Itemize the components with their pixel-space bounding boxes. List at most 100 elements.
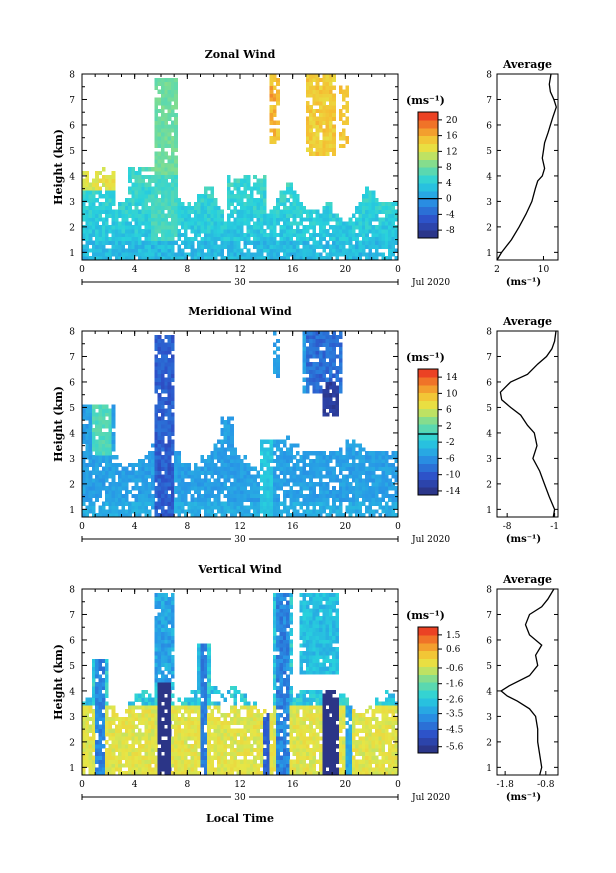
heatmap-cell — [381, 474, 386, 479]
heatmap-cell — [197, 505, 201, 510]
heatmap-cell — [305, 236, 310, 242]
heatmap-cell — [358, 486, 363, 491]
heatmap-cell — [210, 252, 215, 257]
heatmap-cell — [325, 501, 330, 506]
heatmap-cell — [154, 462, 159, 468]
heatmap-cell — [118, 489, 122, 495]
heatmap-cell — [332, 455, 336, 460]
heatmap-cell — [91, 682, 96, 687]
heatmap-cell — [249, 466, 254, 471]
heatmap-cell — [207, 248, 211, 253]
profile-title: Average — [502, 315, 552, 328]
heatmap-cell — [157, 381, 162, 386]
heatmap-cell — [259, 458, 264, 464]
heatmap-cell — [161, 431, 165, 437]
heatmap-cell — [157, 443, 162, 448]
heatmap-cell — [137, 240, 142, 245]
heatmap-cell — [134, 225, 139, 230]
heatmap-cell — [170, 373, 175, 378]
heatmap-cell — [114, 236, 119, 242]
heatmap-cell — [154, 466, 159, 471]
heatmap-cell — [157, 155, 162, 160]
heatmap-cell — [161, 89, 165, 94]
heatmap-cell — [82, 435, 86, 440]
heatmap-cell — [282, 213, 287, 218]
heatmap-cell — [355, 462, 359, 468]
heatmap-cell — [167, 198, 172, 203]
colorbar-segment — [418, 369, 438, 378]
heatmap-cell — [124, 716, 129, 722]
heatmap-cell — [121, 209, 126, 214]
heatmap-cell — [184, 513, 188, 518]
heatmap-cell — [170, 124, 175, 129]
heatmap-cell — [282, 256, 287, 261]
heatmap-cell — [98, 716, 103, 722]
heatmap-cell — [276, 513, 280, 518]
heatmap-cell — [384, 501, 389, 506]
heatmap-cell — [151, 697, 155, 702]
heatmap-cell — [184, 244, 188, 249]
heatmap-cell — [95, 466, 99, 471]
heatmap-cell — [374, 451, 379, 456]
heatmap-cell — [365, 232, 369, 238]
heatmap-cell — [91, 458, 96, 464]
heatmap-cell — [124, 732, 129, 737]
heatmap-cell — [305, 136, 310, 141]
heatmap-cell — [131, 751, 136, 757]
heatmap-cell — [170, 489, 175, 495]
heatmap-cell — [200, 466, 205, 471]
heatmap-cell — [95, 412, 99, 417]
heatmap-cell — [269, 81, 274, 87]
heatmap-cell — [177, 486, 182, 491]
heatmap-cell — [345, 232, 350, 238]
heatmap-cell — [85, 427, 89, 433]
heatmap-cell — [180, 736, 185, 741]
heatmap-cell — [144, 205, 149, 211]
heatmap-cell — [184, 720, 188, 726]
heatmap-cell — [269, 478, 274, 483]
heatmap-cell — [161, 747, 165, 753]
heatmap-cell — [230, 182, 234, 187]
heatmap-cell — [98, 732, 103, 737]
heatmap-cell — [114, 713, 119, 718]
heatmap-cell — [312, 89, 317, 94]
heatmap-cell — [378, 217, 382, 222]
heatmap-cell — [272, 489, 277, 495]
colorbar-tick-label: 8 — [446, 163, 452, 173]
heatmap-cell — [167, 350, 172, 355]
heatmap-cell — [144, 497, 149, 502]
heatmap-cell — [154, 120, 159, 125]
heatmap-cell — [226, 178, 231, 183]
heatmap-cell — [358, 451, 363, 456]
heatmap-cell — [322, 112, 326, 118]
heatmap-cell — [98, 662, 103, 667]
heatmap-cell — [157, 170, 162, 176]
heatmap-cell — [147, 174, 152, 180]
heatmap-cell — [184, 217, 188, 222]
heatmap-cell — [154, 635, 159, 640]
heatmap-cell — [263, 190, 267, 195]
heatmap-cell — [131, 501, 136, 506]
heatmap-cell — [240, 198, 244, 203]
heatmap-cell — [167, 77, 172, 83]
heatmap-cell — [302, 369, 307, 375]
heatmap-cell — [226, 174, 231, 180]
heatmap-cell — [170, 225, 175, 230]
heatmap-cell — [223, 256, 228, 261]
heatmap-cell — [391, 451, 396, 456]
heatmap-cell — [305, 486, 310, 491]
heatmap-cell — [216, 501, 221, 506]
heatmap-cell — [263, 486, 267, 491]
heatmap-cell — [305, 331, 310, 336]
heatmap-cell — [167, 81, 172, 87]
heatmap-cell — [114, 755, 119, 760]
heatmap-cell — [203, 497, 208, 502]
heatmap-cell — [220, 439, 224, 444]
heatmap-cell — [85, 232, 89, 238]
heatmap-cell — [131, 486, 136, 491]
heatmap-cell — [190, 724, 195, 729]
heatmap-cell — [111, 170, 116, 176]
heatmap-cell — [108, 408, 113, 413]
heatmap-cell — [286, 252, 290, 257]
